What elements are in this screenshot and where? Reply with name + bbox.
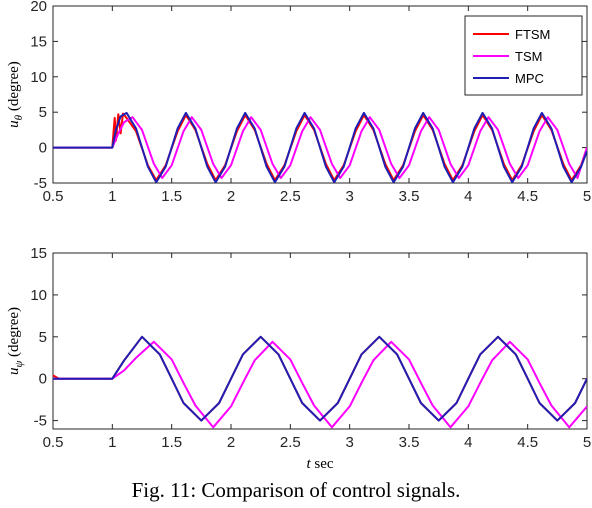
x-tick-label: 5: [583, 188, 591, 205]
x-tick-label: 3.5: [399, 434, 420, 451]
y-axis-label: uθ (degree): [6, 61, 25, 128]
x-tick-label: 3: [345, 434, 353, 451]
y-tick-label: 10: [30, 69, 47, 86]
top-panel-u-theta: 0.5 1 1.5 2 2.5 3 3.5 4 4.5 5 -5 0 5 10 15 20 uθ (degree…: [6, 0, 591, 205]
y-axis-label-sub: ψ: [13, 361, 25, 368]
legend-label-tsm: TSM: [515, 49, 542, 64]
x-tick-label: 1.5: [161, 188, 182, 205]
y-tick-label: 15: [30, 245, 47, 262]
x-tick-label: 0.5: [43, 434, 64, 451]
x-tick-label: 1.5: [161, 434, 182, 451]
y-axis-label-sub: θ: [13, 114, 25, 120]
y-tick-label: 5: [39, 329, 47, 346]
y-axis-label-var: u: [6, 120, 22, 128]
figure-caption: Fig. 11: Comparison of control signals.: [131, 478, 461, 502]
x-tick-label: 2.5: [280, 188, 301, 205]
series-line-tsm: [53, 340, 587, 429]
x-axis-label: t sec: [306, 456, 333, 472]
axes-box: [52, 252, 588, 430]
series-line-tsm: [53, 116, 587, 179]
x-tick-label: 3.5: [399, 188, 420, 205]
x-tick-label: 3: [345, 188, 353, 205]
series-line-mpc: [53, 111, 587, 183]
x-axis-label-unit: sec: [311, 456, 334, 472]
y-tick-label: -5: [34, 175, 47, 192]
series-line-mpc: [53, 335, 587, 422]
x-tick-label: 4.5: [517, 188, 538, 205]
x-axis-label-var: t: [306, 456, 311, 472]
x-tick-label: 4: [464, 434, 472, 451]
y-tick-label: 20: [30, 0, 47, 15]
y-tick-label: -5: [34, 413, 47, 430]
x-tick-label: 2.5: [280, 434, 301, 451]
legend-label-ftsm: FTSM: [515, 27, 550, 42]
x-tick-label: 4: [464, 188, 472, 205]
y-tick-label: 0: [39, 140, 47, 157]
x-tick-label: 4.5: [517, 434, 538, 451]
x-tick-label: 1: [108, 434, 116, 451]
y-axis-label: uψ (degree): [6, 307, 25, 375]
x-tick-label: 0.5: [43, 188, 64, 205]
x-tick-label: 2: [227, 434, 235, 451]
y-tick-label: 0: [39, 371, 47, 388]
y-axis-label-var: u: [6, 368, 22, 376]
y-tick-label: 5: [39, 104, 47, 121]
y-tick-label: 15: [30, 33, 47, 50]
y-axis-label-unit: (degree): [6, 61, 22, 115]
x-tick-label: 5: [583, 434, 591, 451]
y-axis-label-unit: (degree): [6, 307, 22, 361]
legend-label-mpc: MPC: [515, 71, 544, 86]
y-tick-label: 10: [30, 287, 47, 304]
x-tick-label: 1: [108, 188, 116, 205]
bottom-panel-u-psi: 0.5 1 1.5 2 2.5 3 3.5 4 4.5 5 -5 0 5 10 15 uψ (degree) t…: [6, 245, 591, 472]
x-tick-label: 2: [227, 188, 235, 205]
legend: FTSM TSM MPC: [464, 15, 583, 96]
